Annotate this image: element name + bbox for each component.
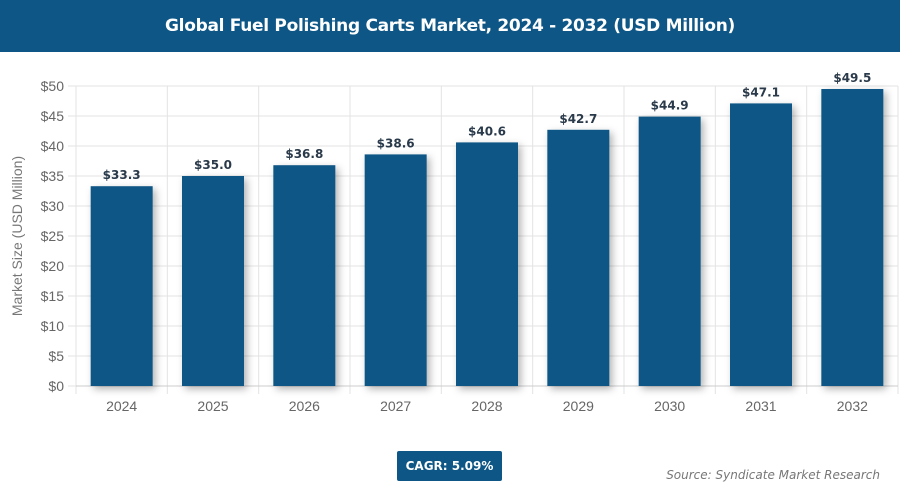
bar <box>182 176 244 386</box>
bar <box>273 165 336 386</box>
data-label: $49.5 <box>833 71 871 85</box>
data-label: $40.6 <box>468 124 506 138</box>
y-tick-label: $0 <box>48 378 64 394</box>
x-tick-label: 2026 <box>289 398 320 414</box>
x-tick-label: 2032 <box>837 398 868 414</box>
chart-title: Global Fuel Polishing Carts Market, 2024… <box>0 0 900 52</box>
bar <box>638 116 701 386</box>
bar <box>364 154 427 386</box>
source-note: Source: Syndicate Market Research <box>666 468 880 482</box>
cagr-badge: CAGR: 5.09% <box>397 451 502 481</box>
y-tick-label: $20 <box>41 258 65 274</box>
bar-chart: $0 $5 $10 $15 $20 $25 $30 $35 $40 $45 $50 $33.3 202… <box>9 71 899 414</box>
bar <box>547 129 610 387</box>
y-tick-label: $15 <box>41 288 65 304</box>
data-label: $35.0 <box>194 158 232 172</box>
data-label: $38.6 <box>377 136 415 150</box>
y-tick-label: $30 <box>41 198 65 214</box>
x-tick-label: 2029 <box>563 398 594 414</box>
y-tick-label: $25 <box>41 228 65 244</box>
y-tick-label: $40 <box>41 138 65 154</box>
x-tick-label: 2030 <box>654 398 685 414</box>
y-tick-label: $5 <box>48 348 64 364</box>
data-label: $42.7 <box>559 112 597 126</box>
bar <box>821 89 884 386</box>
data-label: $47.1 <box>742 85 780 99</box>
y-tick-label: $50 <box>41 78 65 94</box>
data-label: $33.3 <box>103 168 141 182</box>
x-tick-label: 2031 <box>745 398 776 414</box>
x-tick-label: 2024 <box>106 398 137 414</box>
x-tick-label: 2027 <box>380 398 411 414</box>
y-tick-label: $35 <box>41 168 65 184</box>
x-tick-label: 2028 <box>471 398 502 414</box>
y-axis-label: Market Size (USD Million) <box>9 156 25 316</box>
data-label: $36.8 <box>285 147 323 161</box>
bar <box>456 142 518 386</box>
bar <box>730 103 792 387</box>
y-tick-label: $45 <box>41 108 65 124</box>
data-label: $44.9 <box>651 99 689 113</box>
y-tick-label: $10 <box>41 318 65 334</box>
bar <box>90 186 153 386</box>
x-tick-label: 2025 <box>197 398 228 414</box>
